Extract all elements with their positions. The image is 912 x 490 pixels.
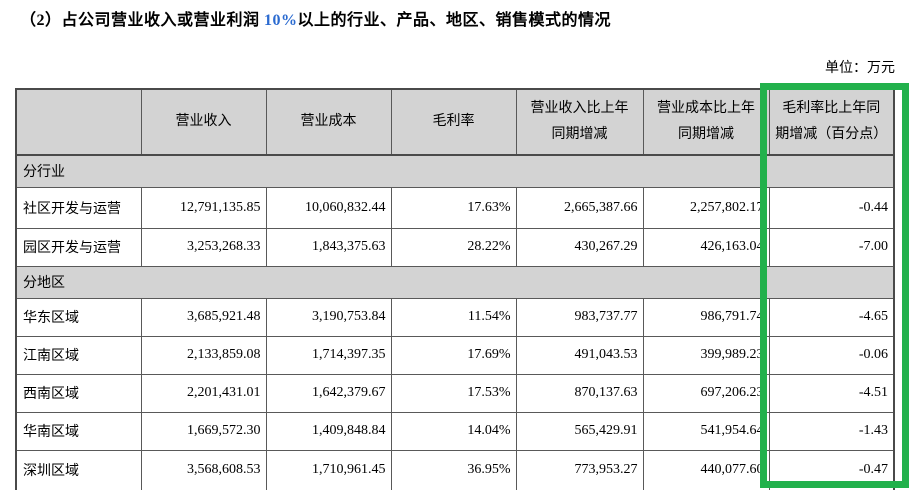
row-label-cell: 江南区域: [15, 335, 142, 375]
row-label-cell: 园区开发与运营: [15, 227, 142, 267]
revenue-cell: 2,133,859.08: [140, 335, 267, 375]
section-label: 分行业: [15, 154, 895, 188]
table-row-community: 社区开发与运营 12,791,135.85 10,060,832.44 17.6…: [15, 186, 895, 229]
title-percent-highlight: 10%: [264, 12, 298, 29]
revenue-yoy-cell: 430,267.29: [515, 227, 644, 267]
table-row-jiangnan: 江南区域 2,133,859.08 1,714,397.35 17.69% 49…: [15, 335, 895, 375]
column-header-cost-yoy: 营业成本比上年 同期增减: [642, 88, 770, 156]
segment-table: 营业收入 营业成本 毛利率 营业收入比上年 同期增减 营业成本比上年 同期增减 …: [15, 88, 895, 490]
row-label-cell: 华南区域: [15, 411, 142, 451]
row-label-cell: 社区开发与运营: [15, 186, 142, 229]
cost-yoy-cell: 986,791.74: [642, 297, 770, 337]
cost-yoy-cell: 440,077.60: [642, 449, 770, 490]
title-prefix: （2）占公司营业收入或营业利润: [20, 12, 265, 29]
section-label: 分地区: [15, 265, 895, 299]
cost-cell: 3,190,753.84: [265, 297, 392, 337]
column-header-margin: 毛利率: [390, 88, 517, 156]
cost-cell: 1,710,961.45: [265, 449, 392, 490]
margin-cell: 11.54%: [390, 297, 517, 337]
revenue-cell: 12,791,135.85: [140, 186, 267, 229]
column-header-margin-yoy: 毛利率比上年同 期增减（百分点）: [768, 88, 895, 156]
row-label-cell: 西南区域: [15, 373, 142, 413]
margin-yoy-cell: -4.65: [768, 297, 895, 337]
page-title: （2）占公司营业收入或营业利润 10%以上的行业、产品、地区、销售模式的情况: [20, 6, 611, 30]
column-header-empty: [15, 88, 142, 156]
cost-yoy-cell: 399,989.23: [642, 335, 770, 375]
table-header-row: 营业收入 营业成本 毛利率 营业收入比上年 同期增减 营业成本比上年 同期增减 …: [15, 88, 895, 156]
margin-yoy-cell: -4.51: [768, 373, 895, 413]
revenue-cell: 1,669,572.30: [140, 411, 267, 451]
revenue-cell: 3,253,268.33: [140, 227, 267, 267]
margin-cell: 14.04%: [390, 411, 517, 451]
margin-cell: 28.22%: [390, 227, 517, 267]
revenue-cell: 3,685,921.48: [140, 297, 267, 337]
revenue-yoy-cell: 491,043.53: [515, 335, 644, 375]
margin-yoy-cell: -0.47: [768, 449, 895, 490]
cost-yoy-cell: 2,257,802.17: [642, 186, 770, 229]
table-row-huadong: 华东区域 3,685,921.48 3,190,753.84 11.54% 98…: [15, 297, 895, 337]
table-row-huanan: 华南区域 1,669,572.30 1,409,848.84 14.04% 56…: [15, 411, 895, 451]
revenue-yoy-cell: 983,737.77: [515, 297, 644, 337]
margin-yoy-cell: -0.06: [768, 335, 895, 375]
section-row-region: 分地区: [15, 265, 895, 299]
row-label-cell: 深圳区域: [15, 449, 142, 490]
revenue-cell: 3,568,608.53: [140, 449, 267, 490]
margin-cell: 17.63%: [390, 186, 517, 229]
margin-cell: 17.53%: [390, 373, 517, 413]
cost-cell: 1,409,848.84: [265, 411, 392, 451]
column-header-revenue-yoy: 营业收入比上年 同期增减: [515, 88, 644, 156]
margin-yoy-cell: -0.44: [768, 186, 895, 229]
section-row-industry: 分行业: [15, 154, 895, 188]
cost-cell: 1,714,397.35: [265, 335, 392, 375]
table-row-park: 园区开发与运营 3,253,268.33 1,843,375.63 28.22%…: [15, 227, 895, 267]
table-row-shenzhen: 深圳区域 3,568,608.53 1,710,961.45 36.95% 77…: [15, 449, 895, 490]
cost-cell: 1,843,375.63: [265, 227, 392, 267]
margin-cell: 17.69%: [390, 335, 517, 375]
revenue-yoy-cell: 565,429.91: [515, 411, 644, 451]
cost-yoy-cell: 541,954.64: [642, 411, 770, 451]
revenue-yoy-cell: 773,953.27: [515, 449, 644, 490]
column-header-revenue: 营业收入: [140, 88, 267, 156]
revenue-cell: 2,201,431.01: [140, 373, 267, 413]
cost-cell: 10,060,832.44: [265, 186, 392, 229]
cost-yoy-cell: 426,163.04: [642, 227, 770, 267]
margin-yoy-cell: -1.43: [768, 411, 895, 451]
title-suffix: 以上的行业、产品、地区、销售模式的情况: [297, 12, 612, 29]
revenue-yoy-cell: 2,665,387.66: [515, 186, 644, 229]
margin-yoy-cell: -7.00: [768, 227, 895, 267]
row-label-cell: 华东区域: [15, 297, 142, 337]
margin-cell: 36.95%: [390, 449, 517, 490]
table-row-xinan: 西南区域 2,201,431.01 1,642,379.67 17.53% 87…: [15, 373, 895, 413]
revenue-yoy-cell: 870,137.63: [515, 373, 644, 413]
cost-cell: 1,642,379.67: [265, 373, 392, 413]
cost-yoy-cell: 697,206.23: [642, 373, 770, 413]
column-header-cost: 营业成本: [265, 88, 392, 156]
unit-label: 单位：万元: [825, 61, 895, 76]
